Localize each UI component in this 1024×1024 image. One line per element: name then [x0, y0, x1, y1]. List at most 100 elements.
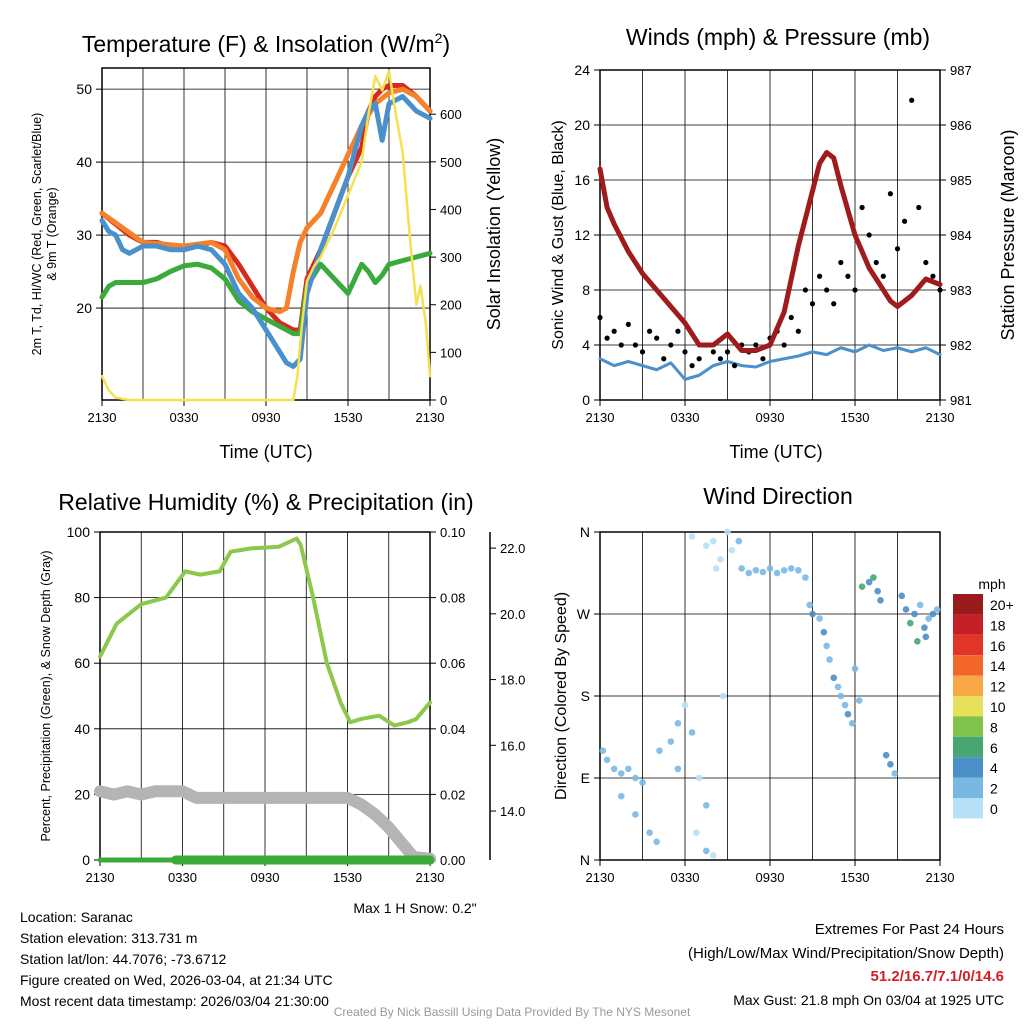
x-tick-label: 1530	[841, 410, 870, 425]
pressure-axis-tick-label: 982	[950, 338, 972, 353]
legend-label: 12	[990, 679, 1006, 695]
y-axis-label-line2: & 9m T (Orange)	[45, 187, 59, 280]
direction-point	[674, 720, 682, 727]
direction-point	[712, 565, 720, 572]
y-tick-label: 40	[74, 721, 90, 737]
direction-point	[855, 697, 863, 704]
direction-point	[674, 765, 682, 773]
direction-point	[653, 838, 660, 846]
direction-point	[681, 701, 689, 709]
y-axis-label: Direction (Colored By Speed)	[553, 592, 570, 800]
gust-point	[731, 363, 738, 369]
legend-label: 4	[990, 760, 998, 776]
chart-title-humidity: Relative Humidity (%) & Precipitation (i…	[58, 489, 473, 515]
direction-point	[816, 615, 823, 622]
direction-point	[914, 638, 921, 645]
legend-swatch	[953, 655, 983, 676]
legend-label: 10	[990, 699, 1006, 715]
snow-axis-tick-label: 20.0	[500, 607, 525, 622]
chart-title-winds: Winds (mph) & Pressure (mb)	[626, 24, 930, 50]
series-hi-wc	[99, 93, 433, 369]
snow-axis-tick-label: 16.0	[500, 738, 525, 753]
precip-axis-tick-label: 0.04	[440, 722, 465, 737]
x-tick-label: 0330	[170, 410, 199, 425]
gust-point	[873, 259, 879, 266]
x-tick-label: 1530	[334, 410, 363, 425]
legend-swatch	[953, 594, 983, 615]
gust-point	[625, 321, 631, 327]
direction-point	[898, 592, 906, 600]
pressure-axis-tick-label: 985	[950, 173, 972, 188]
max-gust-text: Max Gust: 21.8 mph On 03/04 at 1925 UTC	[733, 991, 1004, 1008]
y-tick-label: N	[580, 524, 590, 540]
series-snow-depth	[94, 785, 436, 865]
legend-label: 2	[990, 781, 998, 797]
gust-point	[802, 287, 809, 293]
direction-point	[922, 633, 930, 641]
direction-point	[870, 574, 877, 581]
direction-point	[632, 811, 639, 818]
gust-point	[675, 328, 681, 334]
direction-point	[858, 583, 866, 590]
y-tick-label: 40	[76, 154, 92, 170]
direction-point	[717, 556, 724, 563]
series-td	[99, 250, 433, 337]
y-tick-label: E	[581, 770, 590, 786]
gust-point	[838, 259, 844, 266]
y-tick-label: 12	[574, 227, 590, 243]
direction-point	[911, 610, 918, 618]
x-tick-label: 2130	[926, 410, 955, 425]
direction-point	[925, 615, 932, 622]
direction-point	[891, 770, 898, 777]
chart-title-temperature: Temperature (F) & Insolation (W/m2)	[82, 30, 450, 57]
y-tick-label: 60	[74, 655, 90, 671]
gust-point	[781, 342, 787, 348]
series-relative-humidity	[98, 536, 432, 728]
direction-point	[795, 566, 802, 574]
latlon-text: Station lat/lon: 44.7076; -73.6712	[20, 951, 227, 967]
direction-point	[877, 597, 884, 604]
x-tick-label: 1530	[333, 870, 362, 885]
y2-axis-label: Station Pressure (Maroon)	[998, 129, 1018, 340]
direction-point	[902, 606, 910, 613]
direction-point	[625, 765, 632, 773]
y-tick-label: 20	[74, 786, 90, 802]
direction-point	[724, 528, 731, 536]
gust-point	[597, 314, 603, 321]
x-tick-label: 2130	[586, 410, 615, 425]
direction-point	[702, 847, 710, 855]
y-tick-label: 0	[582, 392, 590, 408]
legend-label: 16	[990, 638, 1006, 654]
gust-point	[880, 273, 886, 279]
direction-point	[773, 569, 781, 577]
gust-point	[611, 328, 617, 334]
direction-point	[848, 720, 856, 727]
gust-point	[852, 287, 858, 293]
direction-point	[916, 601, 924, 609]
gust-point	[604, 335, 610, 341]
direction-point	[830, 674, 838, 682]
y-tick-label: 4	[582, 337, 590, 353]
gust-point	[816, 273, 823, 279]
legend-swatch	[953, 716, 983, 737]
legend-swatch	[953, 634, 983, 656]
direction-point	[639, 779, 646, 786]
direction-point	[599, 747, 607, 754]
gust-point	[887, 191, 894, 197]
direction-point	[851, 665, 859, 672]
x-tick-label: 0330	[671, 410, 700, 425]
legend-swatch	[953, 777, 983, 798]
y-tick-label: 80	[74, 590, 90, 606]
y-tick-label: 20	[574, 117, 590, 133]
legend-swatch	[953, 757, 983, 778]
y-axis-label: Sonic Wind & Gust (Blue, Black)	[550, 120, 567, 349]
x-axis-label: Time (UTC)	[729, 442, 822, 462]
legend-label: 14	[990, 658, 1006, 674]
direction-point	[766, 565, 774, 572]
gust-point	[916, 204, 922, 211]
legend-swatch	[953, 798, 983, 819]
y-tick-label: 0	[82, 852, 90, 868]
series-9m-t	[99, 86, 433, 315]
solar-axis-tick-label: 200	[440, 298, 462, 313]
gust-point	[937, 287, 943, 293]
